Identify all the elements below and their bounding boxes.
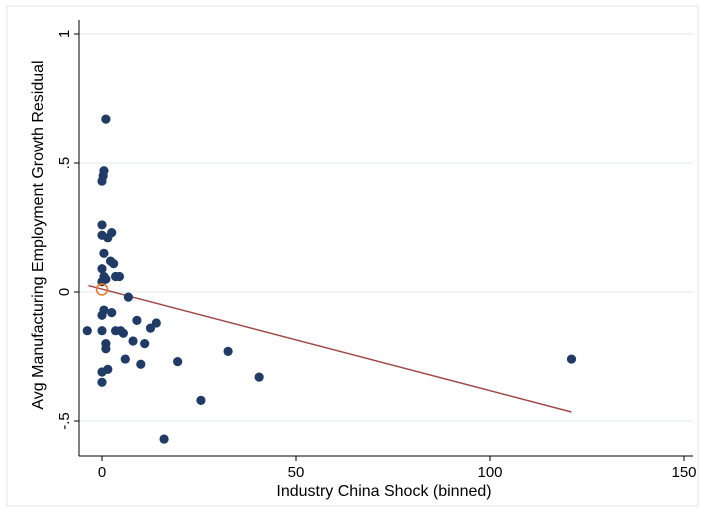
data-point (136, 359, 146, 369)
tick-labels: -.5 0 .5 1 0 50 100 150 (56, 30, 697, 481)
gridlines (79, 33, 693, 422)
data-point (109, 259, 119, 269)
data-point (118, 328, 128, 338)
data-point (101, 274, 111, 284)
data-point (101, 344, 111, 354)
data-point (132, 315, 142, 325)
data-point (223, 346, 233, 356)
data-point (97, 264, 107, 274)
data-point (99, 248, 109, 258)
data-point (97, 310, 107, 320)
outer-frame (6, 5, 699, 507)
data-point (566, 354, 577, 364)
data-point (101, 114, 111, 124)
y-axis-title: Avg Manufacturing Employment Growth Resi… (30, 60, 47, 409)
data-point (159, 434, 169, 444)
y-tick-label: 0 (56, 288, 73, 296)
data-point (140, 339, 150, 349)
axes (74, 20, 693, 461)
data-point (103, 233, 113, 243)
x-axis-title: Industry China Shock (binned) (276, 483, 491, 500)
fit-line (88, 284, 572, 413)
data-point (114, 271, 125, 282)
x-tick-label: 50 (288, 464, 305, 481)
data-point (120, 354, 130, 364)
data-point (123, 292, 133, 302)
highlight-point (95, 283, 109, 296)
data-point (196, 395, 206, 405)
data-point (97, 220, 107, 230)
y-tick-label: -.5 (56, 412, 73, 430)
data-point (254, 372, 264, 382)
data-point (97, 377, 107, 387)
data-point (82, 326, 92, 336)
y-tick-label: 1 (56, 30, 73, 38)
points-layer (82, 114, 577, 444)
data-point (97, 176, 107, 186)
data-point (97, 367, 107, 377)
data-point (107, 308, 117, 318)
x-tick-label: 150 (671, 464, 696, 481)
x-tick-label: 0 (98, 464, 106, 481)
data-point (128, 336, 138, 346)
data-point (145, 323, 156, 333)
x-tick-label: 100 (477, 464, 502, 481)
data-point (97, 326, 107, 336)
data-point (173, 357, 183, 367)
y-tick-label: .5 (56, 157, 73, 170)
fit-line-layer (88, 284, 572, 413)
